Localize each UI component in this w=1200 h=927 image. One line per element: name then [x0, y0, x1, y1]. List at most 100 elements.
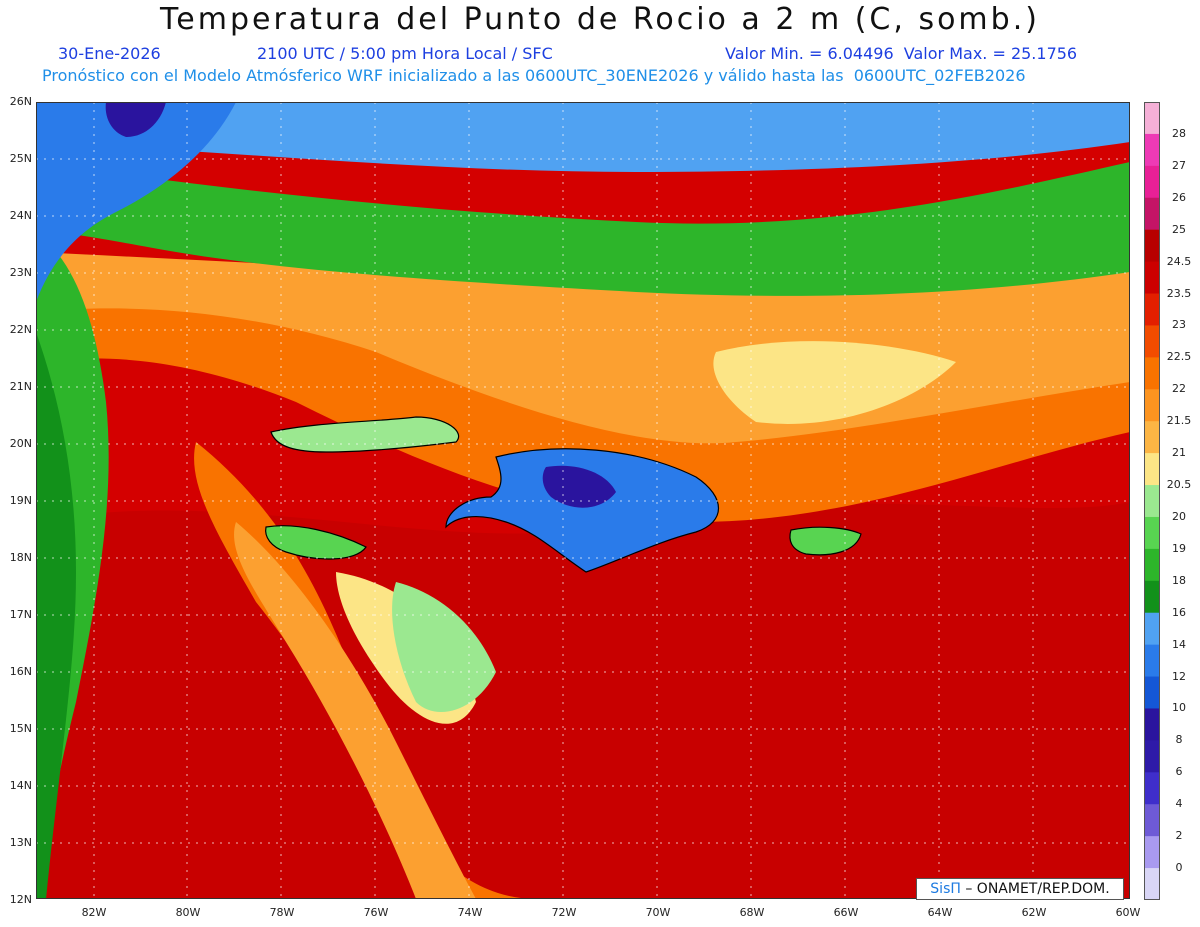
colorbar-swatch [1144, 740, 1160, 773]
lat-label: 26N [9, 95, 32, 108]
blue-band-north [36, 102, 1130, 172]
lat-label: 17N [9, 608, 32, 621]
colorbar-label: 8 [1175, 733, 1183, 747]
colorbar-swatch [1144, 868, 1160, 900]
colorbar-frame [1144, 102, 1160, 900]
colorbar-swatch [1144, 772, 1160, 805]
colorbar-label: 25 [1172, 222, 1186, 236]
colorbar-swatch [1144, 197, 1160, 231]
colorbar-label: 4 [1175, 797, 1183, 811]
lat-label: 12N [9, 893, 32, 906]
lon-label: 74W [457, 906, 483, 919]
map-title: Temperatura del Punto de Rocio a 2 m (C,… [160, 2, 1040, 37]
colorbar-label: 20 [1172, 509, 1186, 523]
colorbar-label: 12 [1172, 669, 1186, 683]
lat-label: 18N [9, 551, 32, 564]
lon-label: 62W [1021, 906, 1047, 919]
graticule [36, 102, 1130, 899]
forecast-date: 30-Ene-2026 [58, 44, 161, 63]
lon-label: 60W [1115, 906, 1141, 919]
colorbar-label: 10 [1172, 701, 1186, 715]
light-green-patch [392, 582, 496, 712]
colorbar-swatch [1144, 548, 1160, 582]
colorbar-label: 0 [1175, 861, 1183, 875]
colorbar-label: 19 [1172, 541, 1186, 555]
lat-label: 21N [9, 380, 32, 393]
colorbar-swatch [1144, 357, 1160, 390]
lon-label: 72W [551, 906, 577, 919]
puerto-rico-island [789, 526, 862, 556]
colorbar-label: 6 [1175, 765, 1183, 779]
colorbar-label: 21 [1172, 446, 1186, 460]
colorbar-label: 27 [1172, 158, 1186, 172]
light-orange-tongue [234, 522, 476, 899]
map-frame [36, 102, 1130, 899]
colorbar-label: 22.5 [1166, 350, 1192, 364]
colorbar-swatch [1144, 485, 1160, 518]
colorbar-swatch [1144, 389, 1160, 422]
colorbar [1144, 102, 1160, 900]
yellow-patch-east [713, 341, 956, 424]
jamaica-island [265, 525, 367, 560]
lat-label: 15N [9, 722, 32, 735]
credit-text: – ONAMET/REP.DOM. [960, 881, 1110, 897]
colorbar-swatch [1144, 676, 1160, 709]
lat-label: 22N [9, 323, 32, 336]
colorbar-swatch [1144, 102, 1160, 135]
lon-label: 80W [175, 906, 201, 919]
orange-tongue [194, 442, 537, 899]
colorbar-label: 16 [1172, 605, 1186, 619]
sispi-brand: SisΠ [930, 881, 961, 897]
colorbar-swatch [1144, 580, 1160, 614]
min-max-values: Valor Min. = 6.04496 Valor Max. = 25.175… [725, 44, 1078, 63]
map-credit: SisΠ – ONAMET/REP.DOM. [916, 878, 1124, 900]
colorbar-label: 28 [1172, 126, 1186, 140]
lon-label: 64W [927, 906, 953, 919]
lat-label: 19N [9, 494, 32, 507]
lat-label: 24N [9, 209, 32, 222]
lat-label: 25N [9, 152, 32, 165]
colorbar-swatch [1144, 261, 1160, 295]
lat-label: 23N [9, 266, 32, 279]
lon-label: 82W [81, 906, 107, 919]
colorbar-swatch [1144, 644, 1160, 678]
colorbar-swatch [1144, 325, 1160, 358]
colorbar-label: 20.5 [1166, 478, 1192, 492]
lat-label: 13N [9, 836, 32, 849]
colorbar-swatch [1144, 453, 1160, 486]
hispaniola-dark-core [542, 465, 616, 508]
colorbar-swatch [1144, 133, 1160, 167]
lon-label: 76W [363, 906, 389, 919]
blue-northwest [36, 102, 236, 302]
green-band-north [36, 162, 1130, 296]
colorbar-label: 23.5 [1166, 286, 1192, 300]
model-subtitle: Pronóstico con el Modelo Atmósferico WRF… [42, 66, 1026, 85]
colorbar-swatch [1144, 516, 1160, 550]
colorbar-label: 26 [1172, 190, 1186, 204]
hispaniola-island [445, 448, 720, 573]
colorbar-swatch [1144, 708, 1160, 741]
colorbar-swatch [1144, 165, 1160, 199]
colorbar-label: 21.5 [1166, 414, 1192, 428]
colorbar-label: 14 [1172, 637, 1186, 651]
lat-label: 20N [9, 437, 32, 450]
lon-label: 70W [645, 906, 671, 919]
lon-label: 66W [833, 906, 859, 919]
colorbar-swatch [1144, 804, 1160, 837]
colorbar-label: 2 [1175, 829, 1183, 843]
dark-green-west [36, 332, 76, 899]
lat-label: 16N [9, 665, 32, 678]
lat-label: 14N [9, 779, 32, 792]
colorbar-swatch [1144, 293, 1160, 326]
colorbar-label: 22 [1172, 382, 1186, 396]
dark-blue-florida [105, 102, 166, 137]
lon-label: 68W [739, 906, 765, 919]
colorbar-label: 23 [1172, 318, 1186, 332]
dewpoint-map [36, 102, 1130, 899]
lon-label: 78W [269, 906, 295, 919]
colorbar-label: 18 [1172, 573, 1186, 587]
colorbar-swatch [1144, 229, 1160, 263]
colorbar-label: 24.5 [1166, 254, 1192, 268]
cuba-east-island [270, 416, 460, 453]
colorbar-swatch [1144, 836, 1160, 869]
